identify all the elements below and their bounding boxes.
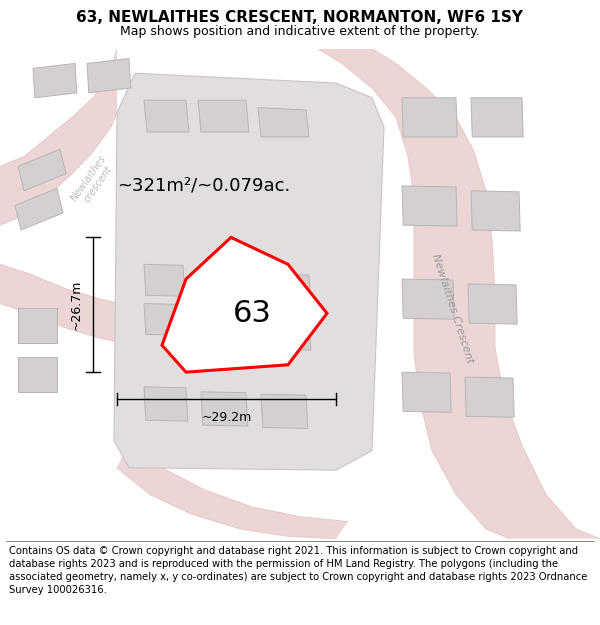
Polygon shape xyxy=(162,238,327,372)
Polygon shape xyxy=(114,73,384,470)
Polygon shape xyxy=(0,49,117,225)
Polygon shape xyxy=(201,392,248,426)
Polygon shape xyxy=(402,98,457,137)
Text: Contains OS data © Crown copyright and database right 2021. This information is : Contains OS data © Crown copyright and d… xyxy=(9,546,587,595)
Text: ~321m²/~0.079ac.: ~321m²/~0.079ac. xyxy=(117,177,290,195)
Polygon shape xyxy=(402,279,454,319)
Polygon shape xyxy=(198,100,249,132)
Polygon shape xyxy=(318,49,600,539)
Polygon shape xyxy=(117,441,348,539)
Polygon shape xyxy=(144,264,185,296)
Polygon shape xyxy=(465,377,514,418)
Polygon shape xyxy=(267,316,311,350)
Polygon shape xyxy=(402,372,451,413)
Text: Newlaithes
crescent: Newlaithes crescent xyxy=(69,152,117,209)
Polygon shape xyxy=(258,107,309,137)
Polygon shape xyxy=(468,284,517,324)
Polygon shape xyxy=(18,149,66,191)
Polygon shape xyxy=(87,59,131,93)
Polygon shape xyxy=(471,98,523,137)
Polygon shape xyxy=(267,274,311,309)
Polygon shape xyxy=(15,188,63,230)
Text: 63, NEWLAITHES CRESCENT, NORMANTON, WF6 1SY: 63, NEWLAITHES CRESCENT, NORMANTON, WF6 … xyxy=(77,10,523,25)
Polygon shape xyxy=(144,387,188,421)
Polygon shape xyxy=(144,100,189,132)
Polygon shape xyxy=(33,64,77,98)
Polygon shape xyxy=(144,304,185,336)
Text: Map shows position and indicative extent of the property.: Map shows position and indicative extent… xyxy=(120,25,480,38)
Polygon shape xyxy=(0,264,120,342)
Polygon shape xyxy=(402,186,457,226)
Text: Newlaithes Crescent: Newlaithes Crescent xyxy=(431,253,475,364)
Polygon shape xyxy=(471,191,520,231)
Polygon shape xyxy=(261,394,308,429)
Polygon shape xyxy=(18,357,57,392)
Text: 63: 63 xyxy=(233,299,271,328)
Polygon shape xyxy=(18,309,57,342)
Text: ~26.7m: ~26.7m xyxy=(69,279,82,330)
Text: ~29.2m: ~29.2m xyxy=(202,411,251,424)
